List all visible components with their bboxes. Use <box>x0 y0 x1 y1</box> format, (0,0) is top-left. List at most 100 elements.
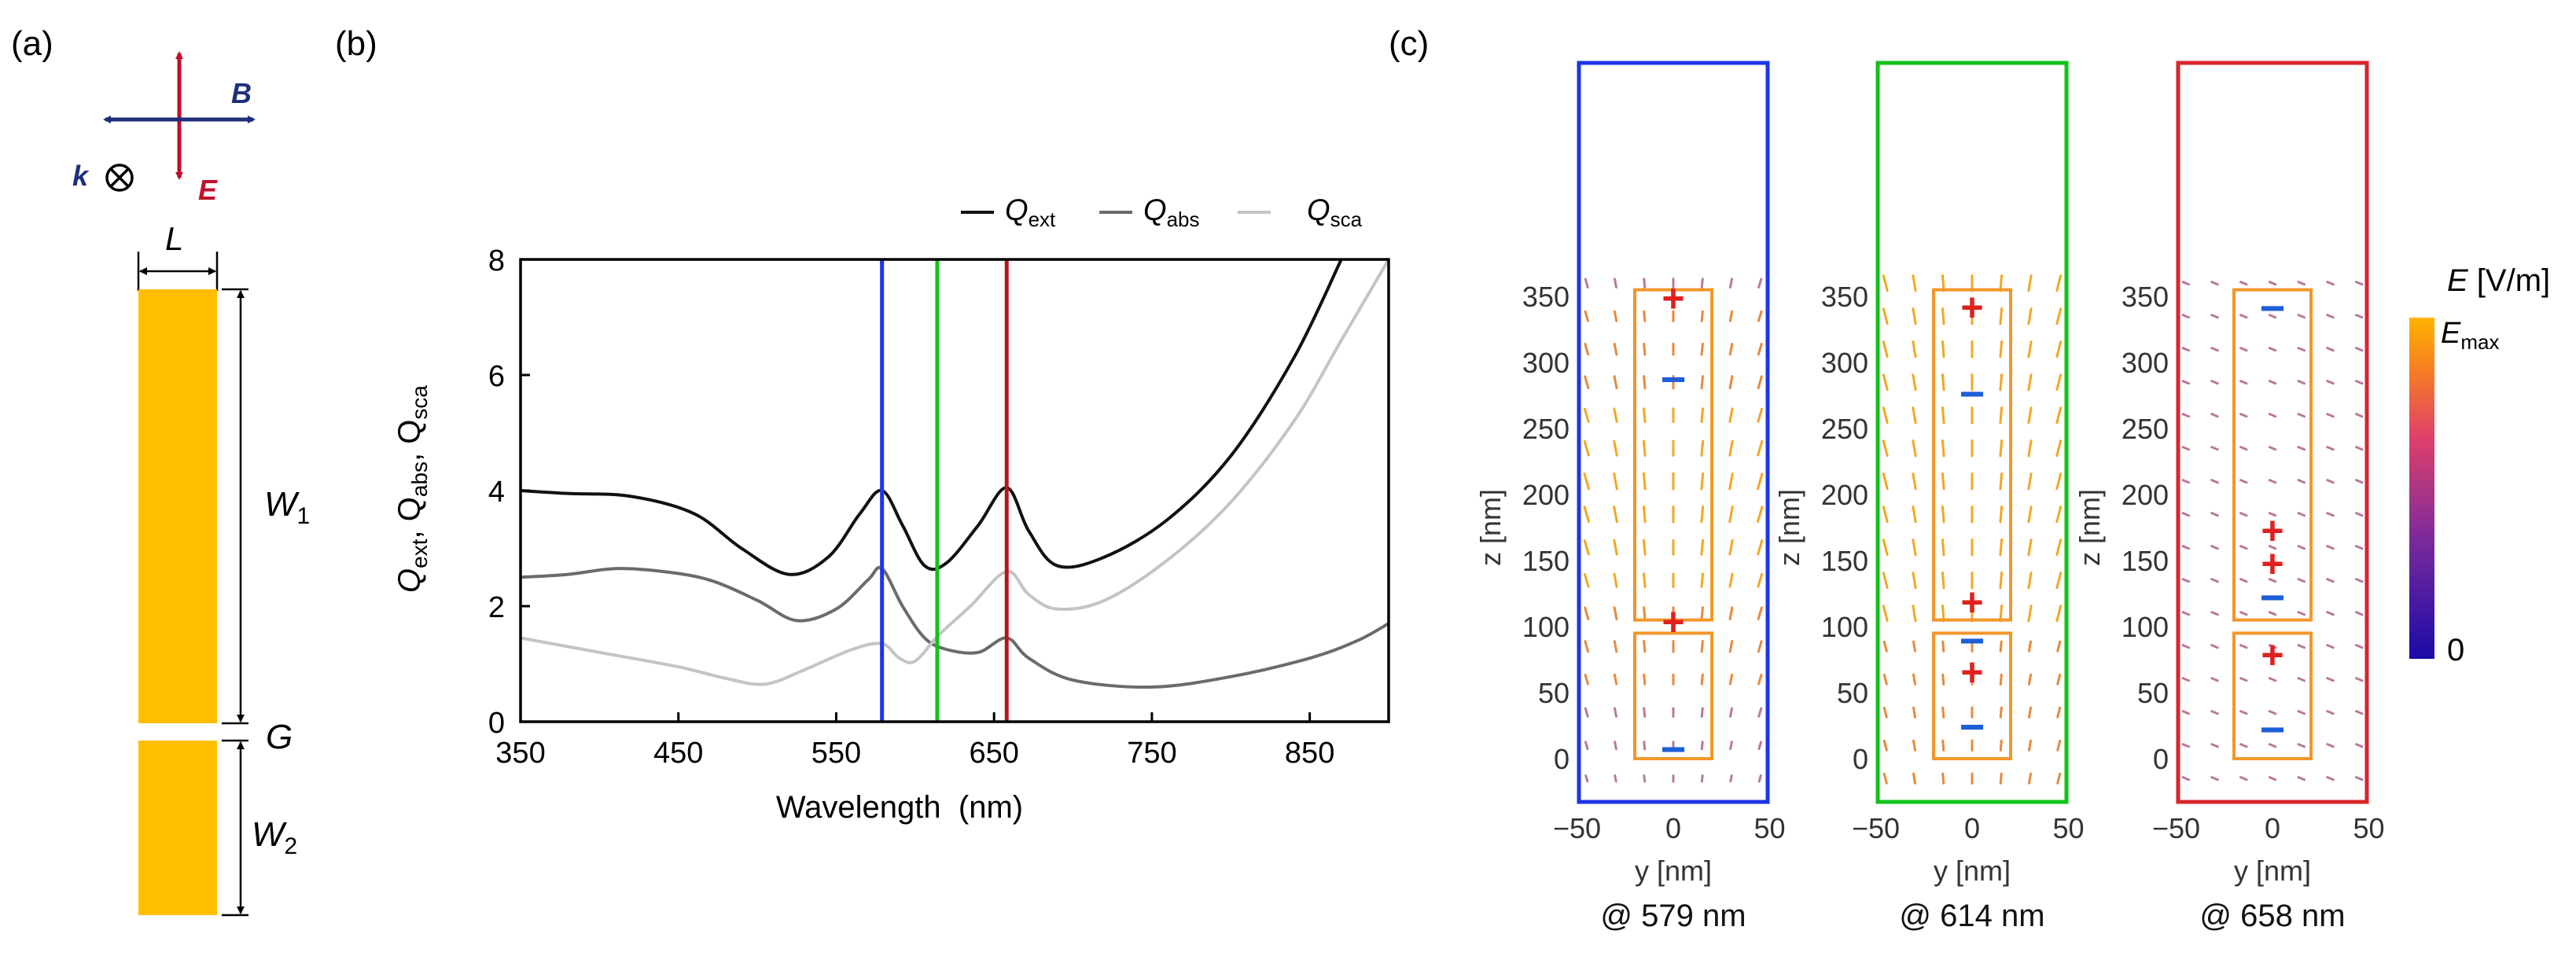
field-arrow <box>1613 606 1618 621</box>
field-arrow <box>1941 340 1945 358</box>
field-arrow <box>2055 472 2063 491</box>
field-arrow <box>2210 776 2219 781</box>
colorbar: E [V/m] Emax 0 <box>2409 263 2550 667</box>
field-arrow <box>2268 545 2277 550</box>
field-arrow <box>2055 539 2063 557</box>
field-arrow <box>2210 479 2219 484</box>
z-tick-label: 350 <box>2122 281 2169 313</box>
field-arrow <box>1912 472 1917 491</box>
field-arrow <box>1643 673 1647 686</box>
z-tick-label: 0 <box>2153 743 2169 775</box>
field-arrow <box>1643 741 1647 751</box>
field-arrow <box>2055 307 2063 325</box>
field-arrow <box>2297 710 2306 715</box>
field-arrow <box>1643 375 1647 390</box>
field-arrow <box>1757 539 1764 556</box>
field-arrow <box>1999 640 2003 653</box>
y-tick-label: 4 <box>488 476 505 509</box>
z-tick-label: 300 <box>2122 347 2169 379</box>
field-arrow <box>1728 506 1734 524</box>
field-arrow <box>2354 776 2364 781</box>
field-arrow <box>2268 446 2277 451</box>
field-arrow <box>1757 375 1763 390</box>
field-arrow <box>1613 673 1618 686</box>
field-arrow <box>2354 281 2364 286</box>
field-arrow <box>2181 314 2191 319</box>
colorbar-min-label: 0 <box>2447 633 2464 667</box>
field-arrow <box>1757 278 1763 289</box>
field-arrow <box>2055 506 2063 524</box>
series-line-q-ext <box>520 259 1343 576</box>
field-arrow <box>2239 578 2248 583</box>
y-tick-label: 0 <box>1964 812 1980 844</box>
z-tick-label: 200 <box>1821 479 1868 511</box>
field-arrow <box>2354 677 2364 682</box>
charge-minus: − <box>1960 616 1985 665</box>
field-arrow <box>1912 406 1917 425</box>
charge-plus: + <box>1662 276 1684 320</box>
colorbar-title: E [V/m] <box>2447 263 2550 298</box>
field-arrow <box>1757 472 1764 491</box>
field-arrow <box>2181 776 2191 781</box>
charge-plus: + <box>1662 600 1684 644</box>
field-arrow <box>1584 673 1589 686</box>
field-arrow <box>1728 673 1734 686</box>
z-tick-label: 250 <box>1522 413 1570 445</box>
field-arrow <box>2268 479 2277 484</box>
field-arrow <box>1584 310 1589 322</box>
field-arrow <box>1584 774 1589 783</box>
z-tick-label: 50 <box>1538 677 1570 709</box>
field-arrow <box>2297 314 2306 319</box>
field-arrow <box>1912 340 1917 358</box>
field-arrow <box>2297 413 2306 418</box>
field-arrow <box>2181 347 2191 352</box>
field-arrow <box>2268 281 2277 286</box>
rod-w2 <box>138 741 217 915</box>
field-arrow <box>2326 677 2335 682</box>
z-tick-label: 150 <box>1821 545 1868 577</box>
z-tick-label: 250 <box>1821 413 1868 445</box>
wavelength-caption: @ 614 nm <box>1899 899 2044 933</box>
field-arrow <box>1999 472 2004 491</box>
field-arrow <box>2027 572 2033 590</box>
field-arrow <box>1728 539 1734 556</box>
y-tick-label: 0 <box>1665 812 1681 844</box>
field-arrow <box>1941 307 1945 325</box>
field-arrow <box>2027 539 2033 557</box>
field-arrow <box>2326 281 2335 286</box>
field-arrow <box>1642 505 1647 524</box>
field-arrow <box>2268 512 2277 517</box>
field-arrow <box>2326 743 2335 748</box>
dim-g-label: G <box>266 718 293 756</box>
z-tick-label: 200 <box>2122 479 2169 511</box>
field-arrow <box>2055 572 2063 590</box>
field-arrow <box>1643 707 1647 718</box>
charge-plus: + <box>1960 580 1983 624</box>
field-arrow <box>2239 314 2248 319</box>
field-arrow <box>1613 506 1618 524</box>
field-arrow <box>2239 281 2248 286</box>
z-axis-label: z [nm] <box>2074 489 2106 566</box>
field-arrow <box>2027 472 2033 491</box>
field-arrow <box>2181 611 2191 616</box>
field-arrow <box>2297 611 2306 616</box>
rod-outline-w2 <box>2232 631 2313 761</box>
field-arrow <box>2181 446 2191 451</box>
field-arrow <box>1912 307 1917 325</box>
field-arrow <box>1613 375 1618 390</box>
rod-outline-w2 <box>1633 631 1713 761</box>
field-arrow <box>1757 506 1764 524</box>
field-arrow <box>2326 710 2335 715</box>
field-arrow <box>2239 446 2248 451</box>
field-arrow <box>1614 774 1617 783</box>
field-arrow <box>2210 380 2219 385</box>
y-tick-label: 50 <box>2353 812 2384 844</box>
field-arrow <box>1728 375 1734 390</box>
charge-plus: + <box>1960 285 1983 329</box>
rod-w1 <box>138 289 217 723</box>
field-arrow <box>2268 710 2277 715</box>
rod-outline-w1 <box>1932 288 2012 622</box>
field-arrow <box>1614 741 1617 751</box>
field-arrow <box>1728 439 1734 457</box>
